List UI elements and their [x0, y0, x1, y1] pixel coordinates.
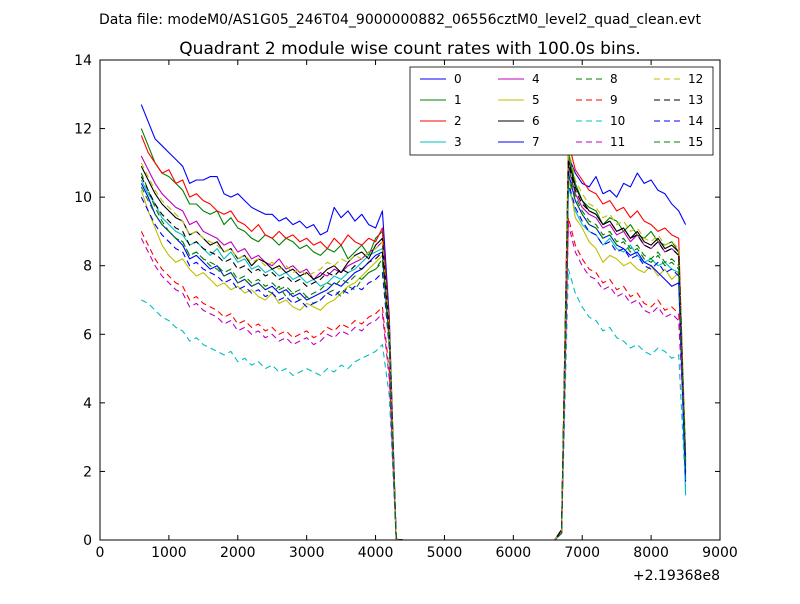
axes-layer: 0 1000 2000 3000 4000 5000 6000 7000 8000 9000 0 2 4…: [74, 53, 738, 561]
series-line-8: [140, 165, 687, 541]
y-tick-label: 2: [83, 464, 92, 480]
legend-label-5: 5: [532, 93, 540, 107]
legend-label-7: 7: [532, 135, 540, 149]
legend-label-14: 14: [688, 114, 703, 128]
legend-label-8: 8: [610, 72, 618, 86]
legend-label-2: 2: [454, 114, 462, 128]
y-tick-label: 8: [83, 259, 92, 275]
x-tick-label: 4000: [358, 545, 394, 561]
legend-label-10: 10: [610, 114, 625, 128]
legend-label-9: 9: [610, 93, 618, 107]
x-tick-label: 9000: [702, 545, 738, 561]
legend-label-11: 11: [610, 135, 625, 149]
y-tick-label: 6: [83, 327, 92, 343]
legend-label-3: 3: [454, 135, 462, 149]
y-tick-label: 12: [74, 122, 92, 138]
legend-label-12: 12: [688, 72, 703, 86]
x-tick-label: 3000: [289, 545, 325, 561]
x-tick-label: 6000: [496, 545, 532, 561]
x-tick-label: 2000: [220, 545, 256, 561]
legend-label-6: 6: [532, 114, 540, 128]
x-tick-label: 0: [96, 545, 105, 561]
legend-label-15: 15: [688, 135, 703, 149]
legend-label-0: 0: [454, 72, 462, 86]
y-tick-label: 0: [83, 533, 92, 549]
y-tick-label: 4: [83, 396, 92, 412]
x-tick-label: 1000: [151, 545, 187, 561]
x-tick-label: 7000: [564, 545, 600, 561]
legend-label-13: 13: [688, 93, 703, 107]
legend-label-4: 4: [532, 72, 540, 86]
x-tick-label: 5000: [427, 545, 463, 561]
suptitle: Data file: modeM0/AS1G05_246T04_90000008…: [99, 12, 701, 28]
plot-frame: [99, 59, 721, 541]
chart-title: Quadrant 2 module wise count rates with …: [179, 39, 640, 59]
legend-label-1: 1: [454, 93, 462, 107]
x-tick-label: 8000: [633, 545, 669, 561]
y-tick-label: 10: [74, 190, 92, 206]
legend-box: [409, 66, 714, 156]
x-offset-label: +2.19368e8: [633, 568, 720, 584]
y-tick-label: 14: [74, 53, 92, 69]
